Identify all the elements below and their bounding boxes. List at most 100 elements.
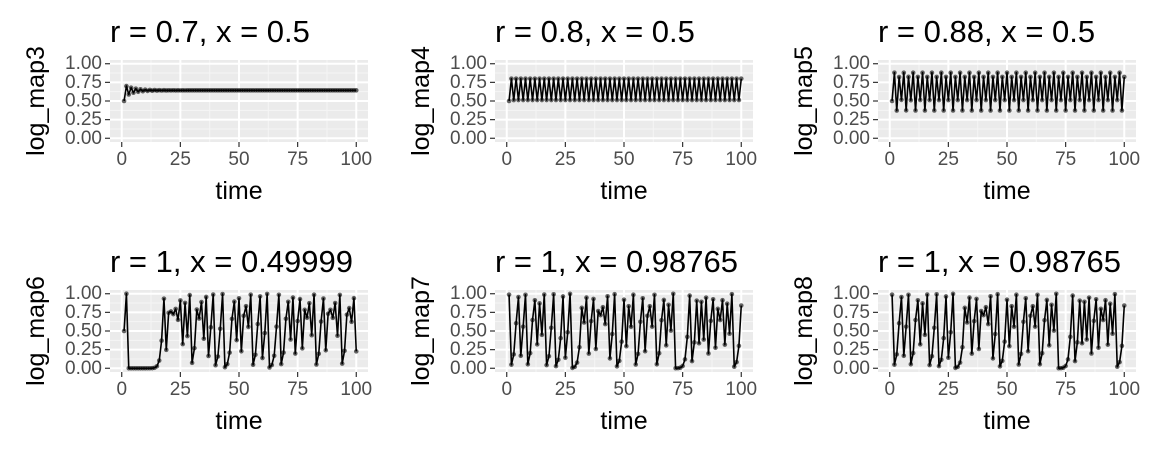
data-point bbox=[948, 70, 954, 76]
data-point bbox=[304, 315, 310, 321]
panel-title: r = 1, x = 0.98765 bbox=[878, 244, 1121, 279]
data-point bbox=[960, 108, 965, 113]
data-point bbox=[903, 324, 909, 329]
data-point bbox=[908, 97, 914, 103]
data-point bbox=[981, 312, 986, 318]
y-axis-title: log_map7 bbox=[407, 276, 435, 386]
y-axis-title: log_map8 bbox=[790, 276, 818, 386]
data-point bbox=[1042, 70, 1047, 76]
y-tick-label: 1.00 bbox=[65, 283, 102, 304]
data-point bbox=[633, 97, 639, 103]
data-point bbox=[546, 76, 552, 81]
x-tick-label: 50 bbox=[613, 149, 634, 170]
data-point bbox=[1096, 345, 1101, 351]
data-point bbox=[736, 343, 742, 349]
data-point bbox=[332, 300, 338, 306]
x-tick-label: 75 bbox=[1055, 379, 1076, 400]
panel-title: r = 1, x = 0.98765 bbox=[495, 244, 738, 279]
x-tick-label: 75 bbox=[287, 379, 308, 400]
data-point bbox=[642, 348, 648, 354]
data-point bbox=[941, 335, 946, 341]
data-point bbox=[964, 320, 970, 325]
x-tick-label: 0 bbox=[116, 379, 127, 400]
y-axis-title: log_map4 bbox=[407, 46, 435, 156]
data-point bbox=[892, 362, 897, 367]
data-point bbox=[567, 291, 573, 297]
data-point bbox=[981, 74, 986, 80]
data-point bbox=[694, 97, 700, 103]
data-point bbox=[967, 70, 972, 76]
data-point bbox=[558, 97, 563, 103]
data-point bbox=[124, 291, 129, 297]
data-point bbox=[894, 352, 900, 357]
data-point bbox=[960, 344, 965, 350]
x-tick-label: 100 bbox=[1108, 149, 1140, 170]
y-axis-title: log_map3 bbox=[22, 46, 50, 156]
data-point bbox=[513, 320, 519, 326]
data-point bbox=[1089, 70, 1094, 76]
data-point bbox=[934, 74, 939, 80]
data-point bbox=[609, 97, 615, 103]
data-point bbox=[983, 304, 989, 310]
data-point bbox=[675, 97, 681, 103]
data-point bbox=[283, 316, 289, 322]
data-point bbox=[659, 317, 664, 323]
data-point bbox=[713, 345, 718, 351]
data-point bbox=[1002, 97, 1007, 103]
data-point bbox=[175, 317, 181, 323]
data-point bbox=[892, 70, 897, 75]
data-point bbox=[710, 296, 716, 302]
data-point bbox=[1117, 359, 1122, 365]
data-point bbox=[734, 76, 739, 81]
data-point bbox=[628, 97, 634, 103]
data-point bbox=[1039, 350, 1045, 356]
data-point bbox=[309, 332, 315, 338]
data-point bbox=[563, 355, 568, 361]
series-line bbox=[891, 71, 1126, 112]
y-tick-label: 1.00 bbox=[833, 53, 870, 74]
data-point bbox=[260, 355, 265, 361]
data-point bbox=[213, 362, 218, 368]
data-point bbox=[121, 98, 127, 104]
data-point bbox=[640, 76, 646, 81]
x-tick-label: 25 bbox=[938, 379, 959, 400]
data-point bbox=[946, 97, 951, 103]
data-point bbox=[513, 76, 519, 81]
y-tick-label: 0.75 bbox=[450, 72, 487, 93]
data-point bbox=[1089, 351, 1094, 356]
data-point bbox=[563, 97, 568, 103]
y-tick-label: 0.75 bbox=[65, 72, 102, 93]
data-point bbox=[124, 83, 129, 89]
data-point bbox=[1084, 337, 1090, 342]
data-point bbox=[591, 97, 596, 103]
data-point bbox=[950, 291, 956, 297]
data-point bbox=[1058, 97, 1064, 103]
y-tick-label: 0.50 bbox=[833, 91, 870, 112]
data-point bbox=[518, 353, 524, 359]
chart-panel-4: 0.000.250.500.751.00 0 25 50 75 100 r = 1, x =… bbox=[22, 244, 372, 435]
data-point bbox=[278, 361, 284, 367]
data-point bbox=[579, 76, 585, 81]
data-point bbox=[1032, 324, 1038, 329]
data-point bbox=[1107, 301, 1113, 307]
data-point bbox=[663, 76, 669, 81]
data-point bbox=[939, 357, 944, 363]
data-point bbox=[302, 307, 307, 313]
x-tick-label: 100 bbox=[340, 149, 372, 170]
data-point bbox=[1011, 97, 1017, 103]
data-point bbox=[612, 76, 617, 81]
data-point bbox=[990, 356, 996, 361]
data-point bbox=[717, 317, 723, 323]
data-point bbox=[534, 97, 540, 103]
data-point bbox=[1021, 97, 1026, 103]
data-point bbox=[734, 359, 739, 365]
data-point bbox=[546, 353, 552, 359]
data-point bbox=[1082, 108, 1087, 113]
data-point bbox=[607, 76, 613, 81]
data-point bbox=[1072, 358, 1078, 364]
data-point bbox=[525, 361, 531, 367]
data-point bbox=[889, 292, 895, 297]
data-point bbox=[649, 324, 655, 329]
data-point bbox=[227, 350, 232, 355]
data-point bbox=[971, 74, 977, 80]
